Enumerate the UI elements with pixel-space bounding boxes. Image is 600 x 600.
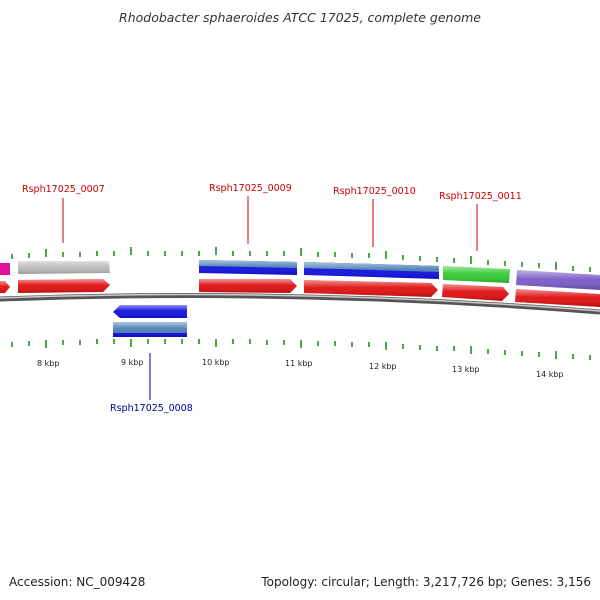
accession-text: Accession: NC_009428	[9, 575, 146, 589]
kbp-label-11: 11 kbp	[285, 359, 313, 368]
gene-block-magenta[interactable]	[0, 263, 10, 275]
gene-block-0009[interactable]	[199, 260, 297, 275]
gene-label-0011[interactable]: Rsph17025_0011	[439, 191, 522, 202]
kbp-label-8: 8 kbp	[37, 359, 59, 368]
kbp-label-9: 9 kbp	[121, 358, 143, 367]
outer-ticks	[11, 247, 591, 272]
label-leaders	[62, 196, 478, 400]
cds-arrow-1[interactable]	[0, 281, 10, 293]
cds-arrow-0010[interactable]	[304, 280, 438, 297]
map-title: Rhodobacter sphaeroides ATCC 17025, comp…	[119, 10, 481, 25]
gene-block-0007[interactable]	[18, 261, 110, 274]
gene-block-0011[interactable]	[443, 266, 510, 283]
gene-label-0009[interactable]: Rsph17025_0009	[209, 183, 292, 194]
gene-block-purple[interactable]	[516, 270, 600, 290]
cds-arrow-0009[interactable]	[199, 279, 297, 293]
gene-label-0010[interactable]: Rsph17025_0010	[333, 186, 416, 197]
cds-track	[0, 279, 600, 307]
kbp-label-10: 10 kbp	[202, 358, 230, 367]
genome-backbone	[0, 293, 600, 315]
inner-ticks	[11, 339, 591, 360]
kbp-label-14: 14 kbp	[536, 370, 564, 379]
minus-strand-gene-0008[interactable]	[113, 322, 187, 337]
kbp-label-13: 13 kbp	[452, 365, 480, 374]
cds-arrow-0011[interactable]	[442, 284, 509, 301]
gene-label-0008[interactable]: Rsph17025_0008	[110, 403, 193, 414]
cds-arrow-last[interactable]	[515, 289, 600, 307]
outer-gene-track	[0, 260, 600, 290]
genome-backbone-highlight	[0, 293, 600, 312]
gene-block-0010[interactable]	[304, 262, 439, 279]
genome-summary-text: Topology: circular; Length: 3,217,726 bp…	[261, 575, 591, 589]
gene-label-0007[interactable]: Rsph17025_0007	[22, 184, 105, 195]
cds-arrow-0007[interactable]	[18, 279, 110, 293]
minus-strand-cds-0008[interactable]	[113, 305, 187, 318]
kbp-label-12: 12 kbp	[369, 362, 397, 371]
